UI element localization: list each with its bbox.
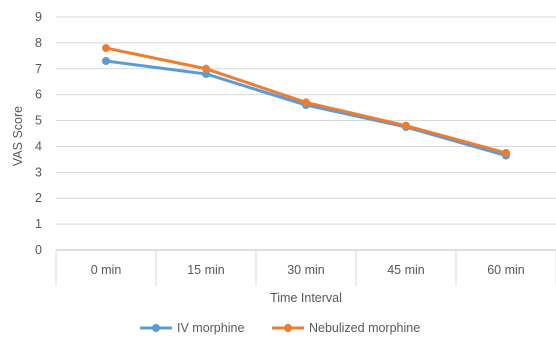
- data-point: [302, 98, 310, 107]
- legend-label: IV morphine: [177, 321, 244, 335]
- legend-item-nebulized-morphine: Nebulized morphine: [272, 321, 420, 335]
- legend-swatch-marker: [284, 324, 292, 332]
- data-point: [102, 57, 110, 66]
- legend-swatch-marker: [152, 324, 160, 332]
- data-point: [402, 121, 410, 130]
- y-tick-label: 7: [35, 62, 42, 76]
- y-tick-label: 1: [35, 217, 42, 231]
- axes: [55, 249, 556, 286]
- legend: IV morphine Nebulized morphine: [140, 321, 420, 335]
- y-tick-label: 4: [35, 139, 42, 153]
- x-tick-label: 30 min: [287, 263, 325, 277]
- series-lines: [102, 44, 510, 160]
- legend-item-iv-morphine: IV morphine: [140, 321, 244, 335]
- y-tick-label: 9: [35, 10, 42, 24]
- x-tick-label: 0 min: [91, 263, 122, 277]
- x-tick-labels: 0 min 15 min 30 min 45 min 60 min: [91, 263, 525, 277]
- data-point: [502, 148, 510, 157]
- y-axis-title: VAS Score: [11, 106, 25, 166]
- y-tick-labels: 0 1 2 3 4 5 6 7 8 9: [35, 10, 42, 257]
- y-tick-label: 6: [35, 88, 42, 102]
- data-point: [102, 44, 110, 53]
- x-axis-title: Time Interval: [270, 291, 342, 305]
- y-tick-label: 8: [35, 36, 42, 50]
- y-tick-label: 0: [35, 243, 42, 257]
- x-tick-label: 45 min: [387, 263, 425, 277]
- x-tick-label: 15 min: [187, 263, 225, 277]
- data-point: [202, 64, 210, 73]
- y-tick-label: 2: [35, 191, 42, 205]
- gridlines: [56, 16, 556, 225]
- y-tick-label: 5: [35, 114, 42, 128]
- y-tick-label: 3: [35, 165, 42, 179]
- x-tick-label: 60 min: [487, 263, 525, 277]
- legend-label: Nebulized morphine: [309, 321, 420, 335]
